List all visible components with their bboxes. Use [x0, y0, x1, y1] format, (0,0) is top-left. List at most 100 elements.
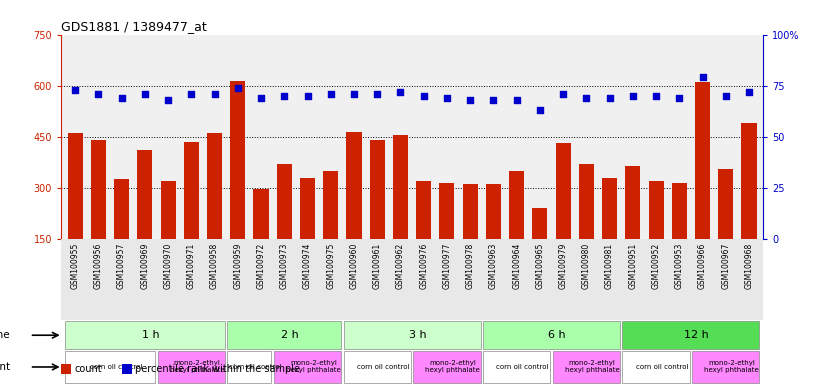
Bar	[556, 144, 570, 239]
Point	[463, 97, 477, 103]
Bar	[649, 181, 663, 239]
Point	[394, 89, 407, 95]
Point	[324, 91, 337, 97]
Point	[115, 95, 128, 101]
Bar	[742, 123, 756, 239]
Bar	[91, 140, 106, 239]
Text: GSM100966: GSM100966	[698, 243, 707, 289]
Text: GSM100959: GSM100959	[233, 243, 242, 289]
Bar	[347, 132, 361, 239]
Text: percentile rank within the sample: percentile rank within the sample	[135, 364, 300, 374]
Text: GSM100970: GSM100970	[163, 243, 173, 289]
Bar	[579, 164, 594, 239]
Bar	[230, 81, 246, 239]
Bar	[552, 351, 620, 383]
Bar	[64, 351, 155, 383]
Text: GSM100978: GSM100978	[466, 243, 475, 289]
Text: GSM100969: GSM100969	[140, 243, 149, 289]
Point	[696, 74, 709, 81]
Text: mono-2-ethyl
hexyl phthalate: mono-2-ethyl hexyl phthalate	[425, 361, 480, 374]
Text: mono-2-ethyl
hexyl phthalate: mono-2-ethyl hexyl phthalate	[170, 361, 224, 374]
Bar	[68, 133, 82, 239]
Bar	[344, 351, 411, 383]
Bar	[625, 166, 641, 239]
Point	[487, 97, 500, 103]
Bar	[393, 135, 408, 239]
Bar	[344, 321, 481, 349]
Text: mono-2-ethyl
hexyl phthalate: mono-2-ethyl hexyl phthalate	[286, 361, 341, 374]
Bar	[274, 351, 341, 383]
Bar	[695, 82, 710, 239]
Text: GSM100955: GSM100955	[71, 243, 80, 289]
Point	[650, 93, 663, 99]
Point	[672, 95, 685, 101]
Bar	[254, 189, 268, 239]
Point	[417, 93, 430, 99]
Point	[92, 91, 105, 97]
Text: GSM100973: GSM100973	[280, 243, 289, 289]
Point	[510, 97, 523, 103]
Text: GSM100968: GSM100968	[744, 243, 753, 289]
Text: GSM100975: GSM100975	[326, 243, 335, 289]
Text: mono-2-ethyl
hexyl phthalate: mono-2-ethyl hexyl phthalate	[565, 361, 619, 374]
Point	[441, 95, 454, 101]
Text: GSM100981: GSM100981	[605, 243, 614, 289]
Text: time: time	[0, 330, 11, 340]
Text: GSM100961: GSM100961	[373, 243, 382, 289]
Bar	[323, 171, 339, 239]
Point	[370, 91, 384, 97]
Text: GDS1881 / 1389477_at: GDS1881 / 1389477_at	[61, 20, 207, 33]
Bar	[277, 164, 292, 239]
Point	[139, 91, 152, 97]
Text: GSM100974: GSM100974	[303, 243, 312, 289]
Text: GSM100953: GSM100953	[675, 243, 684, 289]
Text: GSM100957: GSM100957	[118, 243, 126, 289]
Bar	[300, 177, 315, 239]
Bar	[718, 169, 734, 239]
Bar	[439, 183, 455, 239]
Text: GSM100951: GSM100951	[628, 243, 637, 289]
Bar	[463, 184, 477, 239]
Text: 2 h: 2 h	[282, 330, 299, 340]
Point	[603, 95, 616, 101]
Text: GSM100976: GSM100976	[419, 243, 428, 289]
Text: corn oil control: corn oil control	[496, 364, 548, 370]
Text: GSM100963: GSM100963	[489, 243, 498, 289]
Text: corn oil control: corn oil control	[229, 364, 282, 370]
Text: GSM100960: GSM100960	[349, 243, 358, 289]
Bar	[207, 133, 222, 239]
Bar	[672, 183, 687, 239]
Point	[557, 91, 570, 97]
Bar	[370, 140, 385, 239]
Bar	[114, 179, 129, 239]
Bar	[137, 150, 153, 239]
Text: GSM100977: GSM100977	[442, 243, 451, 289]
Text: count: count	[74, 364, 102, 374]
Point	[208, 91, 221, 97]
Point	[255, 95, 268, 101]
Text: GSM100962: GSM100962	[396, 243, 405, 289]
Bar	[692, 351, 760, 383]
Text: GSM100979: GSM100979	[559, 243, 568, 289]
Bar	[483, 321, 620, 349]
Point	[277, 93, 290, 99]
Bar	[532, 208, 548, 239]
Point	[162, 97, 175, 103]
Text: 12 h: 12 h	[685, 330, 709, 340]
Point	[719, 93, 732, 99]
Text: GSM100964: GSM100964	[512, 243, 521, 289]
Point	[743, 89, 756, 95]
Bar	[602, 177, 617, 239]
Text: GSM100972: GSM100972	[256, 243, 265, 289]
Text: 1 h: 1 h	[142, 330, 159, 340]
Text: GSM100952: GSM100952	[651, 243, 661, 289]
Bar	[184, 142, 199, 239]
Text: GSM100965: GSM100965	[535, 243, 544, 289]
Text: mono-2-ethyl
hexyl phthalate: mono-2-ethyl hexyl phthalate	[704, 361, 759, 374]
Bar	[416, 181, 431, 239]
Text: 6 h: 6 h	[548, 330, 566, 340]
Text: agent: agent	[0, 362, 11, 372]
Point	[580, 95, 593, 101]
Bar	[228, 321, 341, 349]
Bar	[623, 321, 760, 349]
